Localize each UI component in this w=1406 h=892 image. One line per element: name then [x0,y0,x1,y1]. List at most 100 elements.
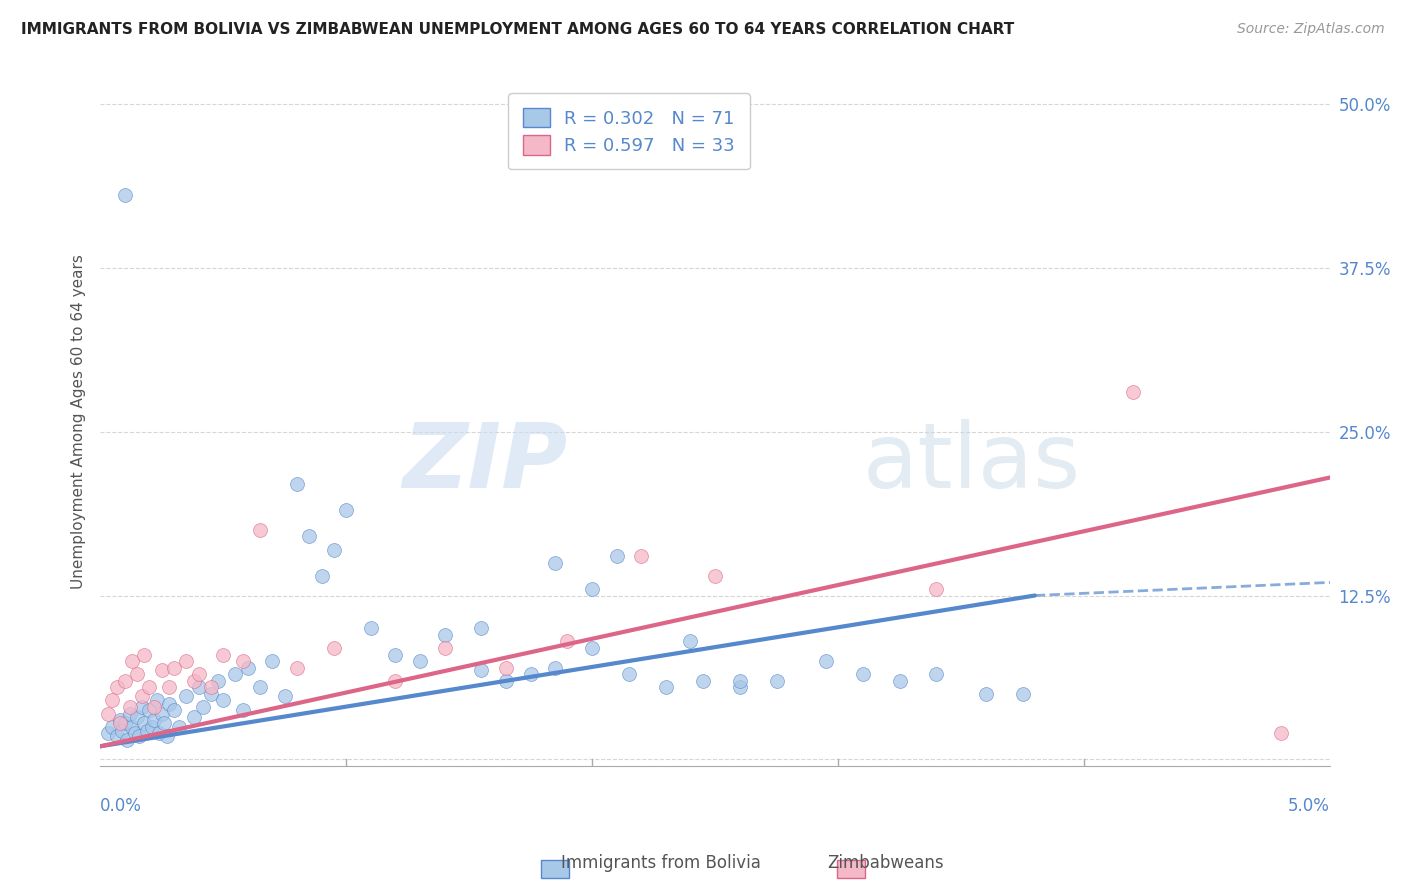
Point [544,660,567,674]
Point [519,667,541,681]
Text: IMMIGRANTS FROM BOLIVIA VS ZIMBABWEAN UNEMPLOYMENT AMONG AGES 60 TO 64 YEARS COR: IMMIGRANTS FROM BOLIVIA VS ZIMBABWEAN UN… [21,22,1014,37]
Point [285,477,308,491]
Point [138,703,160,717]
Point [617,667,640,681]
Point [143,713,166,727]
Point [470,663,492,677]
Point [183,710,205,724]
Point [118,700,141,714]
Point [187,681,209,695]
Point [108,713,131,727]
Point [236,660,259,674]
Point [606,549,628,563]
Point [322,640,344,655]
Point [111,723,134,738]
Point [174,654,197,668]
Point [224,667,246,681]
Point [925,667,948,681]
Point [433,640,456,655]
Text: ZIP: ZIP [402,419,568,507]
Point [114,715,136,730]
Point [163,660,186,674]
Point [150,663,173,677]
Point [212,693,235,707]
Point [115,732,138,747]
Point [495,673,517,688]
Point [322,542,344,557]
Point [360,621,382,635]
Point [298,529,321,543]
Point [187,667,209,681]
Point [131,700,153,714]
Point [285,660,308,674]
Point [105,729,128,743]
Point [384,673,406,688]
Point [335,503,357,517]
Point [183,673,205,688]
Point [163,703,186,717]
Text: 5.0%: 5.0% [1288,797,1330,814]
Point [581,582,603,596]
Text: Immigrants from Bolivia: Immigrants from Bolivia [561,855,761,872]
Point [925,582,948,596]
Point [135,723,157,738]
Point [125,710,148,724]
Point [692,673,714,688]
Point [495,660,517,674]
Point [157,698,180,712]
Y-axis label: Unemployment Among Ages 60 to 64 years: Unemployment Among Ages 60 to 64 years [72,254,86,589]
Point [655,681,678,695]
Point [728,673,751,688]
Point [249,523,271,537]
Point [101,720,124,734]
Point [232,654,254,668]
Point [679,634,702,648]
Point [155,729,177,743]
Point [128,729,150,743]
Text: Source: ZipAtlas.com: Source: ZipAtlas.com [1237,22,1385,37]
Point [262,654,284,668]
Point [1122,385,1144,400]
Point [273,690,295,704]
Point [544,556,567,570]
Point [852,667,875,681]
Point [765,673,787,688]
Point [207,673,229,688]
Point [889,673,911,688]
Point [114,673,136,688]
Point [125,667,148,681]
Point [138,681,160,695]
Point [145,693,167,707]
Point [384,648,406,662]
Point [153,715,176,730]
Point [150,706,173,721]
Point [470,621,492,635]
Point [121,720,143,734]
Point [728,681,751,695]
Point [200,687,222,701]
Point [249,681,271,695]
Text: atlas: atlas [863,419,1081,507]
Point [101,693,124,707]
Point [157,681,180,695]
Point [200,681,222,695]
Point [311,569,333,583]
Point [141,720,163,734]
Point [96,706,118,721]
Point [108,715,131,730]
Point [143,700,166,714]
Point [409,654,432,668]
Point [212,648,235,662]
Text: 0.0%: 0.0% [100,797,142,814]
Point [193,700,215,714]
Point [118,706,141,721]
Point [96,726,118,740]
Point [814,654,837,668]
Point [131,690,153,704]
Point [630,549,652,563]
Text: Zimbabweans: Zimbabweans [828,855,943,872]
Point [121,654,143,668]
Point [114,188,136,202]
Point [974,687,997,701]
Legend: R = 0.302   N = 71, R = 0.597   N = 33: R = 0.302 N = 71, R = 0.597 N = 33 [509,94,749,169]
